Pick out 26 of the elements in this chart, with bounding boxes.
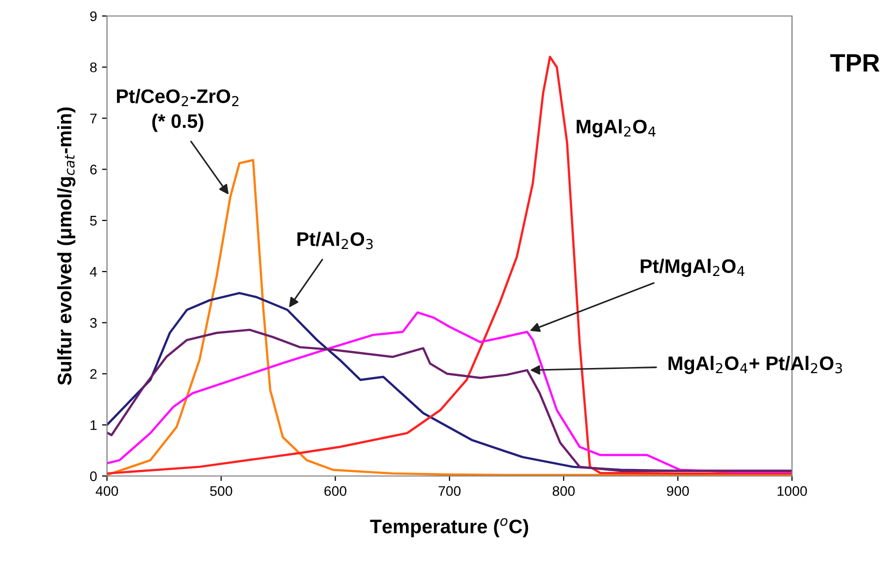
x-tick-label: 400 xyxy=(96,486,118,496)
x-tick-label: 1000 xyxy=(778,486,807,496)
y-tick-label: 3 xyxy=(90,318,97,328)
annotation: MgAl$_{2}$O$_{4}$ xyxy=(576,119,656,138)
x-tick-label: 700 xyxy=(438,486,461,496)
annotation: Pt/MgAl$_{2}$O$_{4}$ xyxy=(640,258,744,277)
y-axis-title: Sulfur evolved (μmol/g$_{cat}$-min) xyxy=(57,107,76,385)
y-tick-label: 5 xyxy=(90,216,97,226)
annotation: MgAl$_{2}$O$_{4}$+ Pt/Al$_{2}$O$_{3}$ xyxy=(668,356,842,374)
y-tick-label: 2 xyxy=(90,369,97,379)
y-tick-label: 6 xyxy=(90,164,97,175)
y-tick-label: 8 xyxy=(90,62,97,72)
text: TPR xyxy=(830,54,880,72)
annotation: (* 0.5) xyxy=(152,114,204,132)
annotation: Pt/Al$_{2}$O$_{3}$ xyxy=(297,232,373,250)
annotation: Pt/CeO$_{2}$-ZrO$_{2}$ xyxy=(116,88,238,106)
y-tick-label: 1 xyxy=(90,420,97,430)
y-tick-label: 7 xyxy=(90,114,97,124)
y-tick-label: 0 xyxy=(90,471,97,482)
x-tick-label: 800 xyxy=(552,486,575,496)
y-tick-label: 4 xyxy=(90,267,97,277)
y-tick-label: 9 xyxy=(90,11,97,22)
x-tick-label: 500 xyxy=(210,486,232,496)
x-tick-label: 600 xyxy=(324,486,346,496)
x-tick-label: 900 xyxy=(666,486,689,496)
x-axis-title: Temperature ($^{o}$C) xyxy=(370,518,528,538)
